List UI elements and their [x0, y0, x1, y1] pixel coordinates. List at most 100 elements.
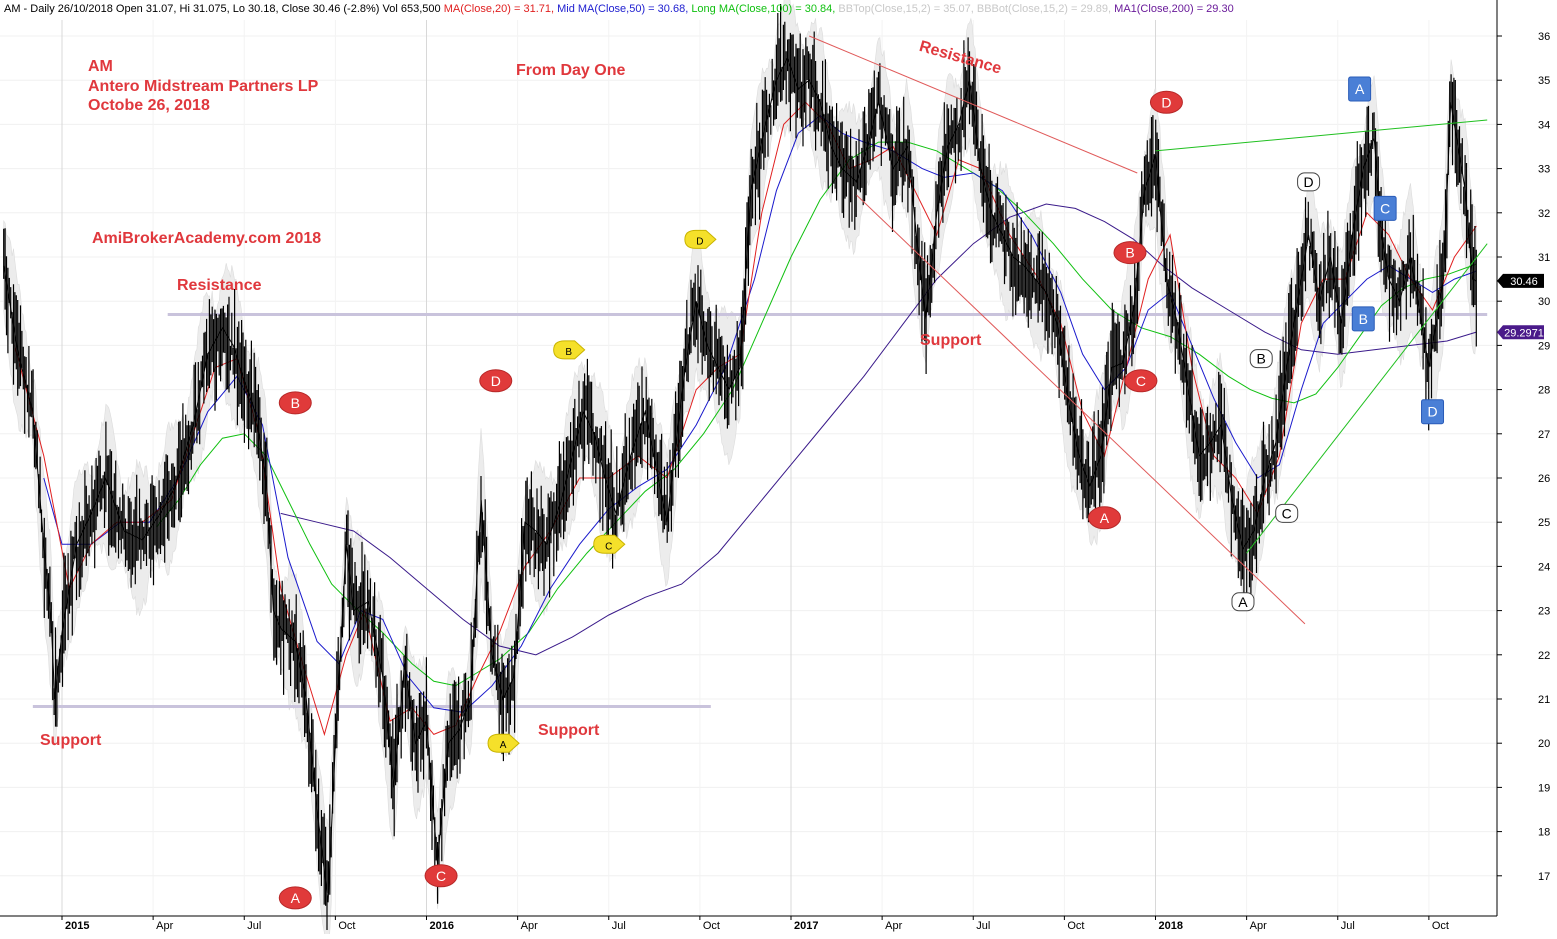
pattern-marker-b: B [553, 340, 586, 360]
header-segment: MA(Close,20) = 31.71, [444, 3, 557, 15]
x-tick-label: Jul [247, 920, 261, 932]
trend-line [1155, 119, 1488, 152]
marker-label: A [1355, 81, 1365, 97]
x-tick-label: Apr [156, 920, 173, 932]
pattern-marker-b: B [1113, 241, 1147, 265]
y-tick-label: 18 [1538, 827, 1550, 839]
marker-label: C [436, 868, 446, 884]
marker-badge [278, 391, 312, 415]
y-tick-label: 27 [1538, 429, 1550, 441]
pattern-marker-a: A [278, 886, 312, 910]
marker-badge [553, 340, 586, 360]
y-tick-label: 21 [1538, 694, 1550, 706]
x-tick-label: 2018 [1159, 920, 1183, 932]
pattern-marker-b: B [1249, 349, 1273, 369]
pattern-marker-a: A [1231, 592, 1255, 612]
x-tick-label: 2016 [430, 920, 454, 932]
support-right-label: Support [920, 332, 982, 349]
y-tick-label: 32 [1538, 208, 1550, 220]
marker-badge [1087, 506, 1121, 530]
pattern-marker-a: A [1087, 506, 1121, 530]
marker-label: B [291, 395, 300, 411]
pattern-marker-d: D [1297, 172, 1321, 192]
header-segment: AM - Daily 26/10/2018 Open 31.07, Hi 31.… [4, 3, 444, 15]
x-tick-label: Jul [976, 920, 990, 932]
trend-line [1246, 243, 1488, 554]
price-bars [3, 4, 1477, 930]
marker-label: A [1100, 510, 1110, 526]
y-tick-label: 36 [1538, 31, 1550, 43]
site-label: AmiBrokerAcademy.com 2018 [92, 230, 322, 247]
x-tick-label: Apr [885, 920, 902, 932]
marker-badge [684, 229, 717, 249]
marker-badge [479, 369, 513, 393]
header-segment: Long MA(Close,100) = 30.84, [691, 3, 838, 15]
marker-label: D [1304, 174, 1314, 190]
ma200-box: 29.2971 [1497, 325, 1544, 340]
price-close-line [3, 56, 1477, 903]
y-tick-label: 23 [1538, 606, 1550, 618]
marker-badge [1113, 241, 1147, 265]
y-tick-label: 25 [1538, 517, 1550, 529]
pattern-markers: A B C D A B C D A B C D A B C D A B C D [278, 76, 1445, 910]
header-segment: BBTop(Close,15,2) = 35.07, [838, 3, 977, 15]
pattern-marker-b: B [278, 391, 312, 415]
price-box-text: 29.2971 [1504, 327, 1544, 339]
marker-label: B [565, 347, 572, 358]
marker-label: D [696, 236, 703, 247]
marker-label: B [1257, 351, 1266, 367]
y-tick-label: 35 [1538, 75, 1550, 87]
marker-badge [1348, 76, 1372, 102]
x-tick-label: Oct [338, 920, 355, 932]
pattern-marker-c: C [424, 864, 458, 888]
x-tick-label: Oct [703, 920, 720, 932]
from-day-one-label: From Day One [516, 62, 626, 79]
marker-label: B [1359, 311, 1368, 327]
y-tick-label: 20 [1538, 738, 1550, 750]
marker-label: A [500, 740, 507, 751]
trend-line [856, 194, 1306, 625]
marker-label: D [1427, 404, 1437, 420]
price-box-shape [1497, 273, 1544, 288]
marker-badge [1149, 90, 1183, 114]
marker-badge [1421, 399, 1445, 425]
resistance-left-label: Resistance [177, 277, 262, 294]
pattern-marker-c: C [593, 534, 626, 554]
pattern-marker-d: D [684, 229, 717, 249]
support-mid-label: Support [538, 722, 600, 739]
marker-label: A [291, 890, 301, 906]
x-tick-label: Oct [1067, 920, 1084, 932]
marker-label: C [1380, 200, 1390, 216]
pattern-marker-c: C [1373, 195, 1397, 221]
marker-label: D [1161, 94, 1171, 110]
trend-line [809, 35, 1138, 174]
marker-badge [1351, 306, 1375, 332]
pattern-marker-d: D [1149, 90, 1183, 114]
last-close-box: 30.46 [1497, 273, 1544, 288]
support-left-label: Support [40, 732, 102, 749]
marker-badge [1231, 592, 1255, 612]
x-tick-label: Oct [1432, 920, 1449, 932]
y-tick-label: 24 [1538, 561, 1550, 573]
x-tick-label: Apr [521, 920, 538, 932]
y-tick-label: 17 [1538, 871, 1550, 883]
x-tick-label: 2015 [65, 920, 89, 932]
company-label: Antero Midstream Partners LP [88, 78, 319, 95]
support-resistance-lines [32, 312, 1488, 709]
marker-badge [1297, 172, 1321, 192]
x-tick-label: 2017 [794, 920, 818, 932]
pattern-marker-d: D [1421, 399, 1445, 425]
marker-badge [487, 733, 520, 753]
pattern-marker-a: A [487, 733, 520, 753]
marker-label: D [491, 373, 501, 389]
header-segment: BBBot(Close,15,2) = 29.89, [977, 3, 1114, 15]
date-label: Octobe 26, 2018 [88, 97, 210, 114]
pattern-marker-d: D [479, 369, 513, 393]
pattern-marker-c: C [1124, 369, 1158, 393]
marker-badge [1124, 369, 1158, 393]
y-tick-label: 30 [1538, 296, 1550, 308]
marker-badge [278, 886, 312, 910]
marker-badge [1373, 195, 1397, 221]
